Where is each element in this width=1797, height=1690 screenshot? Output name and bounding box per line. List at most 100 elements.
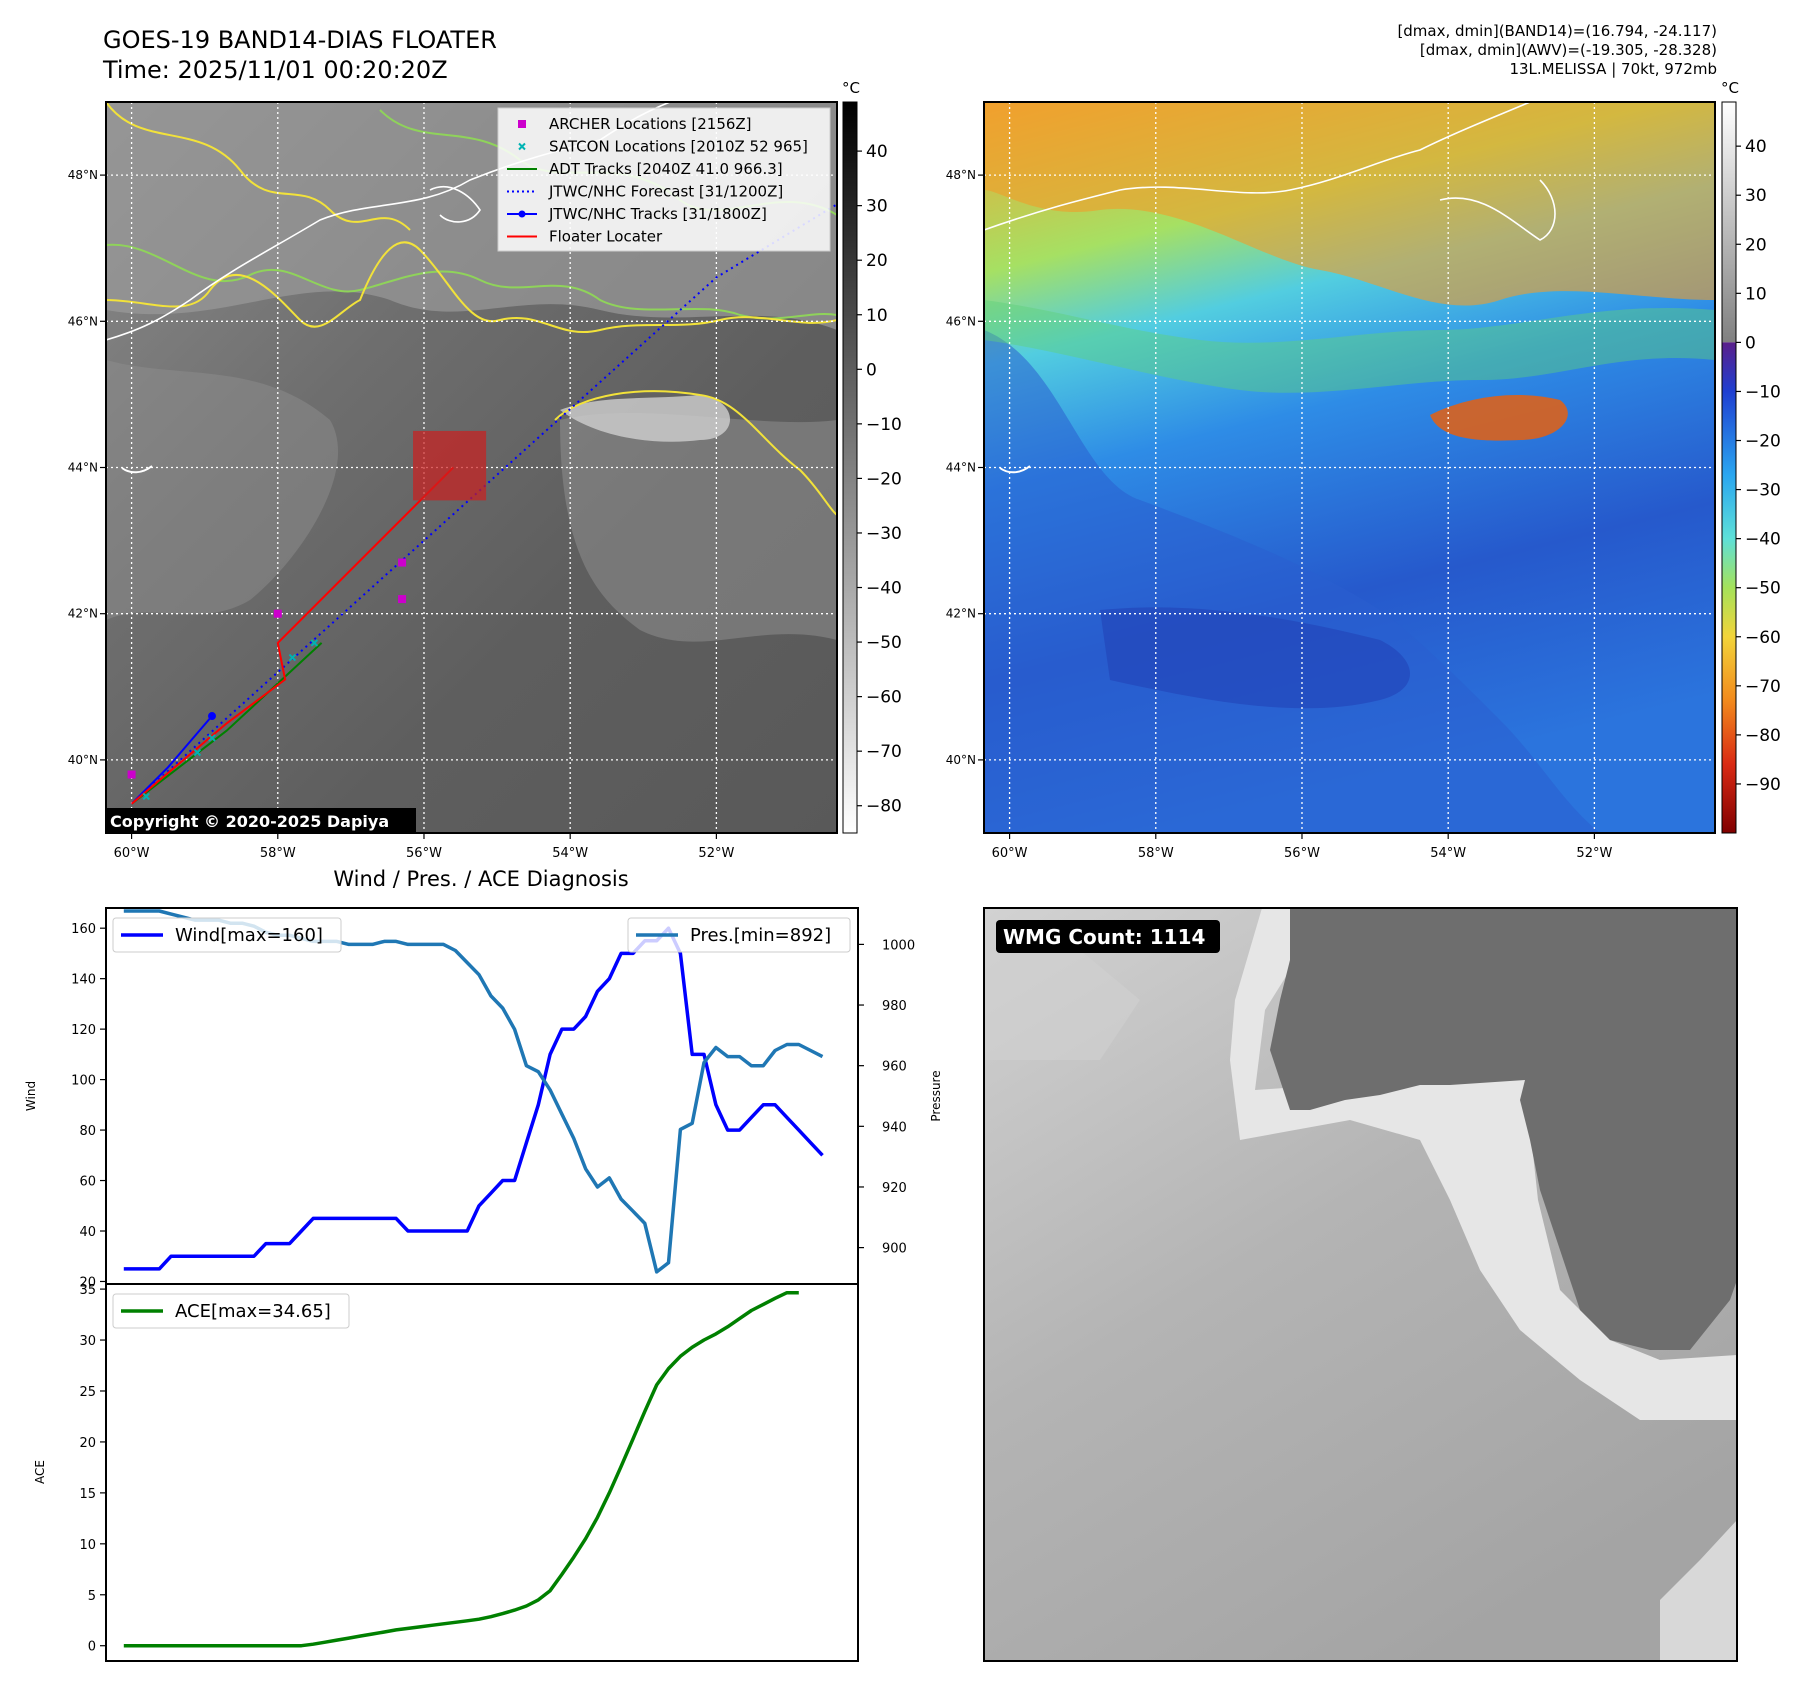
pressure-tick-label: 920 [882, 1181, 907, 1196]
awv-dry-north [984, 102, 1715, 306]
coastline-cape-breton [429, 185, 481, 223]
figure-time: Time: 2025/11/01 00:20:20Z [103, 56, 448, 84]
cloud-mass-east [560, 412, 837, 642]
awv-colorbar-frame [1721, 101, 1737, 834]
archer-point [398, 558, 407, 567]
legend-item: JTWC/NHC Tracks [31/1800Z] [507, 205, 767, 223]
legend-item: ADT Tracks [2040Z 41.0 966.3] [507, 160, 783, 178]
awv-map-panel: 60°W 58°W 56°W 54°W 52°W 48°N 46°N 44°N 42°N 40°N… [946, 79, 1781, 861]
wmg-label-box [996, 920, 1220, 953]
floater-box [413, 430, 487, 501]
lon-tick-label: 60°W [114, 846, 150, 861]
legend-item: Floater Locater [507, 228, 663, 246]
ace-tick-label: 5 [88, 1589, 96, 1604]
meta-awv: [dmax, dmin](AWV)=(-19.305, -28.328) [1419, 41, 1717, 59]
ace-tick-label: 35 [79, 1283, 96, 1298]
ace-axes [105, 1283, 859, 1662]
awv-colorbar-unit: °C [1721, 79, 1739, 97]
wmg-bright-edge [1230, 908, 1737, 1420]
pressure-tick-label: 1000 [882, 938, 915, 953]
copyright-box [106, 808, 416, 833]
wind-tick-label: 100 [71, 1074, 96, 1089]
awv-coastline [984, 102, 1531, 231]
ir-colorbar-unit: °C [842, 79, 860, 97]
pressure-axis-label: Pressure [929, 1070, 943, 1121]
lon-tick-label: 60°W [992, 846, 1028, 861]
lon-tick-label: 56°W [406, 846, 442, 861]
ace-tick-label: 0 [88, 1640, 96, 1655]
colorbar-tick-label: −50 [866, 633, 902, 653]
cloud-mass-west [106, 360, 339, 620]
wind-legend-label: Wind[max=160] [175, 925, 323, 946]
colorbar-tick-label: −30 [1745, 481, 1781, 501]
legend-item: SATCON Locations [2010Z 52 965] [518, 138, 808, 156]
colorbar-tick-label: 30 [866, 197, 888, 217]
ace-axis-ticks: 0 5 10 15 20 25 30 35 [79, 1283, 106, 1655]
colorbar-tick-label: −80 [866, 797, 902, 817]
ir-colorbar-ticks: 40 30 20 10 0 −10 −20 −30 −40 −50 −60 −70 −80 [857, 142, 902, 817]
ir-colorbar [842, 101, 858, 834]
colorbar-tick-label: 20 [1745, 235, 1767, 255]
contour-yellow [106, 241, 837, 333]
lon-tick-label: 54°W [552, 846, 588, 861]
satcon-points [142, 639, 319, 801]
colorbar-tick-label: 20 [866, 251, 888, 271]
wmg-count-label: WMG Count: 1114 [1003, 925, 1205, 949]
legend-marker [518, 142, 526, 151]
pressure-tick-label: 940 [882, 1120, 907, 1135]
awv-green-band [984, 300, 1715, 393]
legend-label: JTWC/NHC Forecast [31/1200Z] [548, 183, 783, 201]
wmg-frame [983, 907, 1738, 1662]
contour-yellow-east [554, 390, 837, 516]
wind-legend-box [112, 917, 342, 953]
wind-tick-label: 140 [71, 973, 96, 988]
colorbar-tick-label: −70 [1745, 677, 1781, 697]
archer-point [273, 609, 282, 618]
colorbar-tick-label: −60 [866, 688, 902, 708]
lon-tick-label: 52°W [698, 846, 734, 861]
colorbar-tick-label: −70 [866, 742, 902, 762]
colorbar-tick-label: −10 [1745, 382, 1781, 402]
pressure-legend-box [627, 917, 851, 953]
lon-tick-label: 58°W [260, 846, 296, 861]
figure-meta: [dmax, dmin](BAND14)=(16.794, -24.117) [… [1397, 22, 1717, 79]
colorbar-tick-label: 40 [866, 142, 888, 162]
wind-pressure-axes [105, 907, 859, 1285]
colorbar-tick-label: −40 [1745, 530, 1781, 550]
satcon-point [208, 734, 216, 742]
adt-track [130, 642, 323, 805]
wmg-panel: WMG Count: 1114 [983, 907, 1738, 1662]
meta-storm: 13L.MELISSA | 70kt, 972mb [1509, 60, 1717, 78]
wmg-dark-region [1270, 908, 1737, 1350]
wind-tick-label: 80 [79, 1124, 96, 1139]
cloud-bright [560, 395, 730, 442]
legend-label: SATCON Locations [2010Z 52 965] [549, 138, 808, 156]
ace-series-line [123, 1290, 799, 1648]
lat-tick-label: 48°N [68, 168, 98, 182]
pressure-legend: Pres.[min=892] [627, 917, 851, 953]
ace-legend: ACE[max=34.65] [112, 1293, 350, 1329]
pressure-tick-label: 960 [882, 1060, 907, 1075]
wind-legend: Wind[max=160] [112, 917, 342, 953]
legend-item: ARCHER Locations [2156Z] [518, 115, 752, 133]
colorbar-tick-label: 30 [1745, 186, 1767, 206]
wmg-light-corner [1660, 1520, 1737, 1661]
wmg-light-patch-north [984, 950, 1140, 1060]
archer-points [127, 558, 407, 779]
wind-tick-label: 120 [71, 1023, 96, 1038]
satcon-point [142, 792, 150, 801]
lat-tick-label: 48°N [946, 168, 976, 182]
satcon-point [310, 639, 319, 647]
lat-tick-label: 44°N [68, 461, 98, 475]
colorbar-tick-label: −80 [1745, 726, 1781, 746]
colorbar-tick-label: −50 [1745, 579, 1781, 599]
colorbar-tick-label: 0 [1745, 333, 1756, 353]
colorbar-tick-label: 10 [1745, 284, 1767, 304]
lat-tick-label: 42°N [68, 607, 98, 621]
awv-axis-ticks: 60°W 58°W 56°W 54°W 52°W 48°N 46°N 44°N 42°N 40°N [946, 168, 1613, 861]
wind-tick-label: 20 [79, 1275, 96, 1290]
pressure-axis-ticks: 900 920 940 960 980 1000 [858, 938, 915, 1257]
archer-point [127, 770, 136, 779]
ace-axis-label: ACE [33, 1460, 47, 1484]
lat-tick-label: 46°N [946, 314, 976, 328]
